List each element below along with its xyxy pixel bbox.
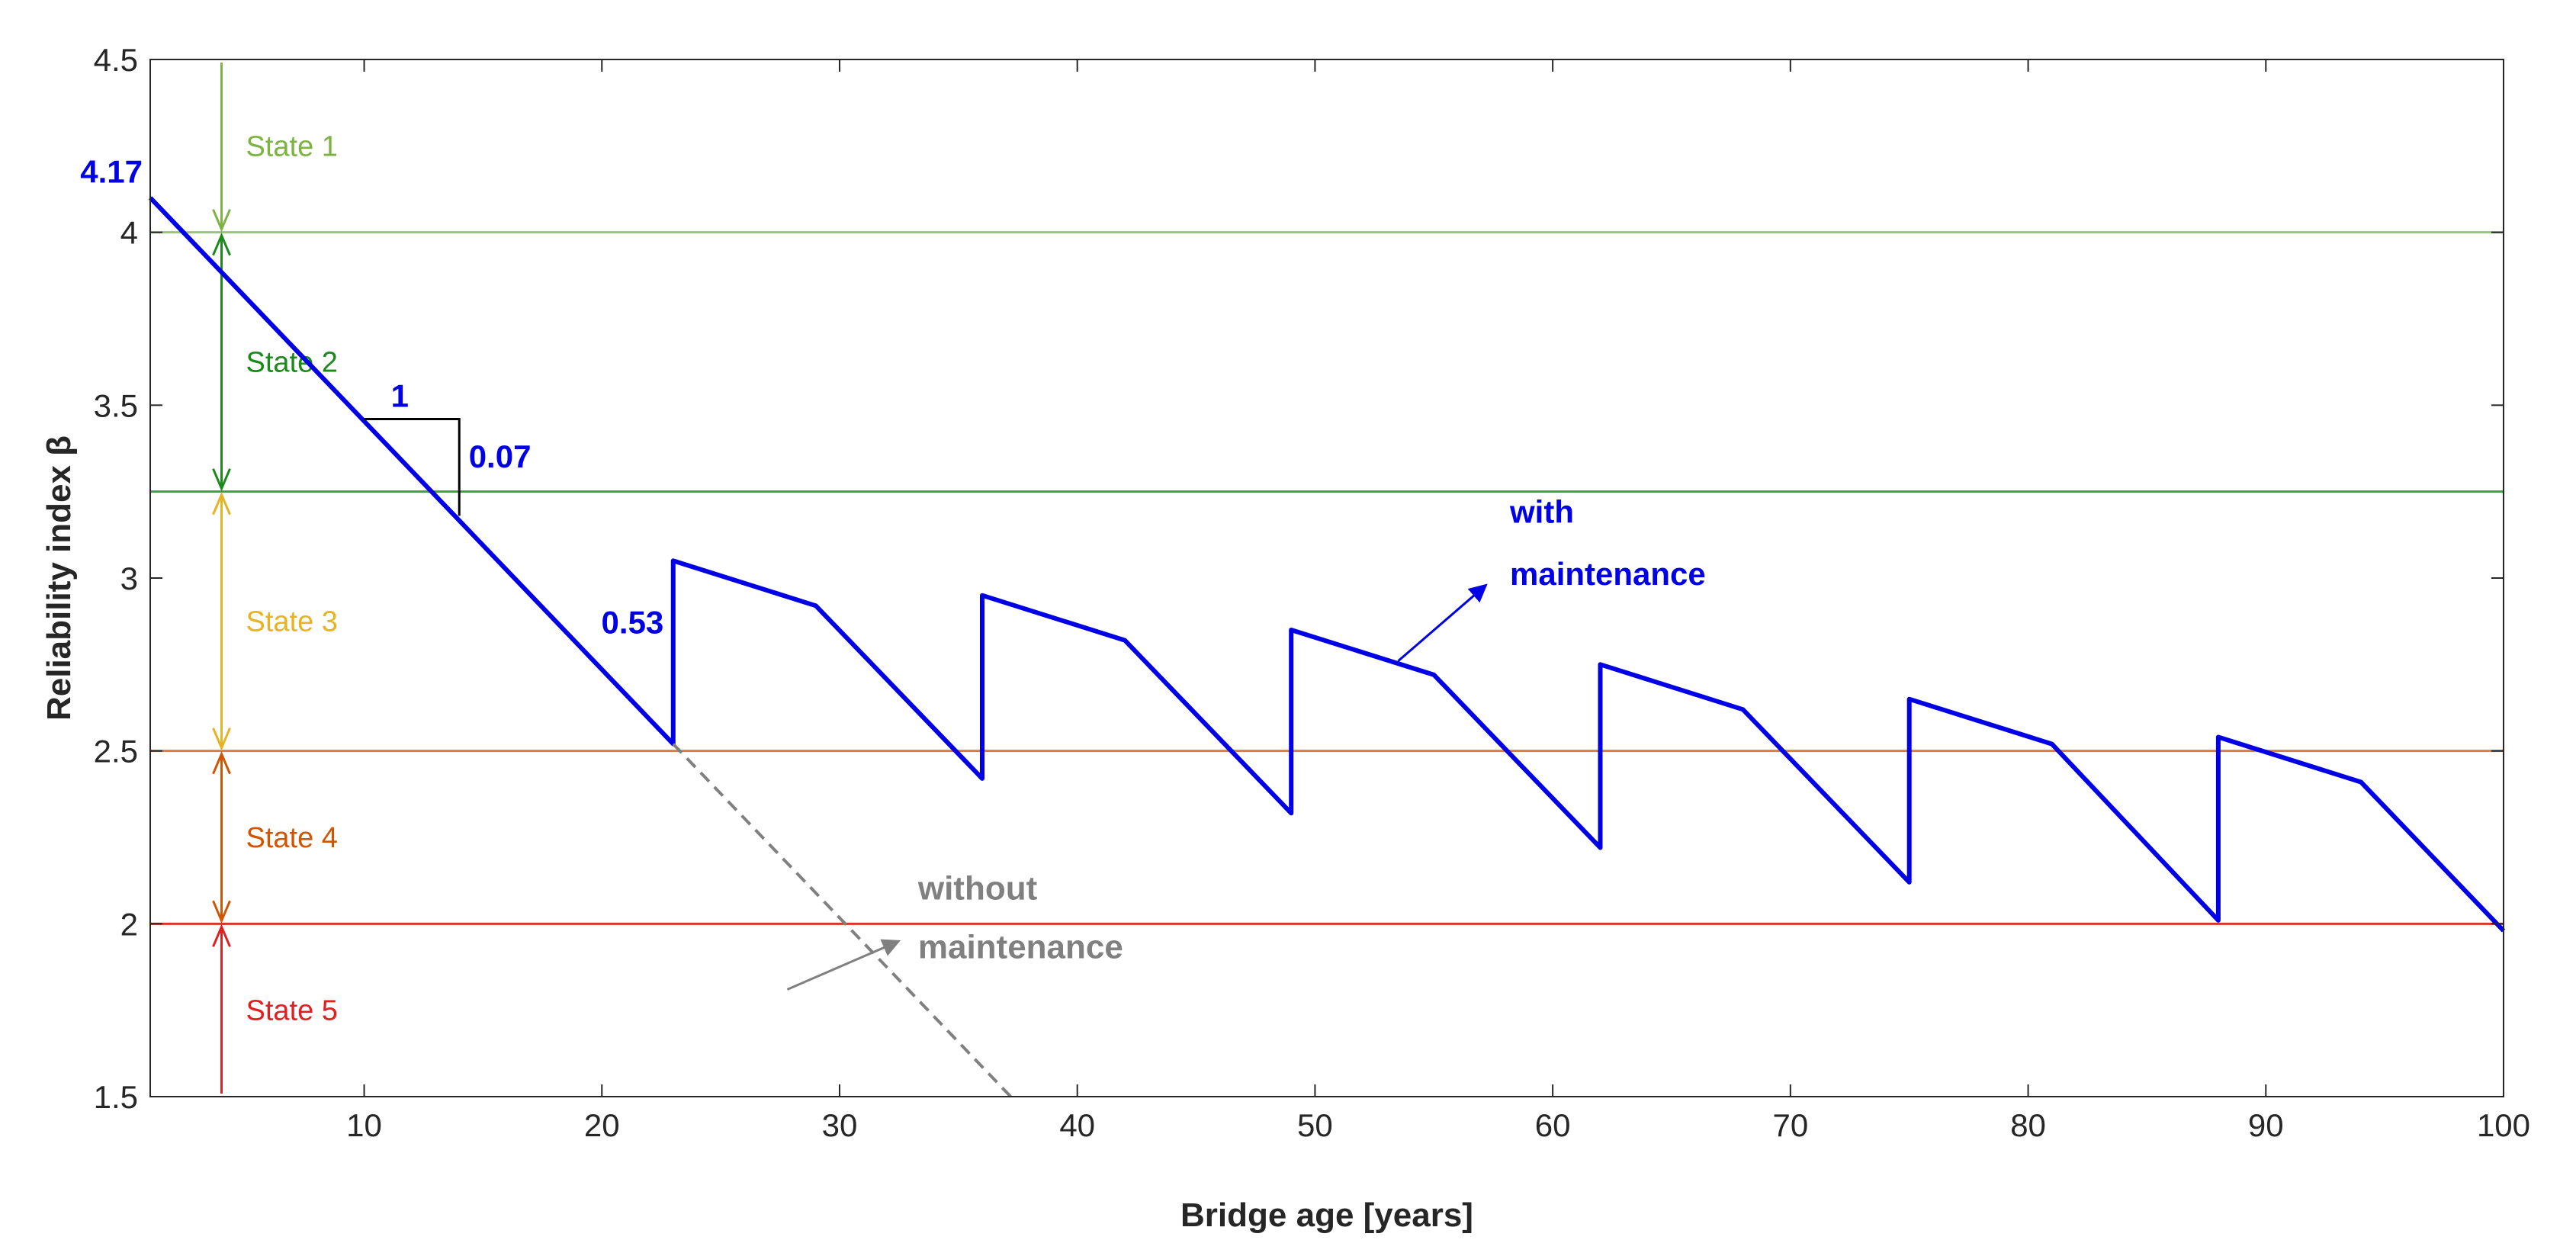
state-label: State 4 bbox=[246, 822, 338, 854]
series-lines bbox=[148, 196, 2506, 1098]
series-line bbox=[672, 743, 1012, 1098]
without-maintenance-label-line2: maintenance bbox=[918, 929, 1123, 966]
x-tick-label: 100 bbox=[2477, 1107, 2530, 1143]
x-tick-label: 50 bbox=[1297, 1107, 1333, 1143]
y-tick-label: 3.5 bbox=[94, 387, 138, 423]
state-arrowhead-up bbox=[212, 924, 231, 947]
y-axis-label: Reliability index β bbox=[40, 435, 78, 721]
state-arrows: State 1 State 2 State 3 State 4 State 5 bbox=[212, 63, 338, 1094]
x-tick-label: 80 bbox=[2010, 1107, 2046, 1143]
x-axis-ticks: 10 20 30 40 50 60 70 80 90 100 bbox=[346, 59, 2530, 1143]
initial-value-label: 4.17 bbox=[80, 154, 143, 190]
threshold-lines bbox=[150, 231, 2504, 925]
slope-triangle bbox=[364, 417, 461, 516]
state-arrowhead-down bbox=[212, 209, 231, 233]
x-tick-label: 30 bbox=[822, 1107, 858, 1143]
series-line bbox=[148, 196, 2506, 933]
without-maintenance-arrow bbox=[786, 939, 901, 991]
slope-run-label: 1 bbox=[391, 377, 409, 413]
y-tick-label: 4.5 bbox=[94, 42, 138, 78]
jump-value-label: 0.53 bbox=[602, 605, 664, 641]
x-tick-label: 20 bbox=[584, 1107, 620, 1143]
x-tick-label: 90 bbox=[2248, 1107, 2284, 1143]
state-arrowhead-up bbox=[212, 750, 231, 775]
with-maintenance-label-line2: maintenance bbox=[1510, 556, 1706, 592]
x-tick-label: 40 bbox=[1059, 1107, 1095, 1143]
x-tick-label: 10 bbox=[346, 1107, 382, 1143]
state-label: State 3 bbox=[246, 606, 338, 638]
x-axis-label: Bridge age [years] bbox=[1180, 1197, 1473, 1234]
x-tick-label: 70 bbox=[1772, 1107, 1808, 1143]
y-tick-label: 4 bbox=[120, 215, 138, 251]
without-maintenance-label-line1: without bbox=[917, 870, 1038, 908]
y-tick-label: 2.5 bbox=[94, 734, 138, 769]
state-arrowhead-down bbox=[212, 900, 231, 924]
y-tick-label: 2 bbox=[120, 906, 138, 942]
state-arrowhead-up bbox=[212, 232, 231, 256]
state-arrowhead-down bbox=[212, 468, 231, 492]
y-tick-label: 3 bbox=[120, 561, 138, 596]
y-axis-ticks: 1.5 2 2.5 3 3.5 4 4.5 bbox=[94, 42, 2504, 1115]
with-maintenance-label-line1: with bbox=[1509, 493, 1574, 529]
state-label: State 5 bbox=[246, 995, 338, 1027]
x-tick-label: 60 bbox=[1535, 1107, 1571, 1143]
slope-rise-label: 0.07 bbox=[469, 438, 532, 474]
state-arrowhead-up bbox=[212, 491, 231, 516]
plot-frame bbox=[149, 59, 2504, 1097]
with-maintenance-arrow bbox=[1397, 583, 1488, 662]
y-tick-label: 1.5 bbox=[94, 1079, 138, 1115]
state-label: State 2 bbox=[246, 347, 338, 379]
state-label: State 1 bbox=[246, 130, 338, 162]
state-arrowhead-down bbox=[212, 728, 231, 751]
